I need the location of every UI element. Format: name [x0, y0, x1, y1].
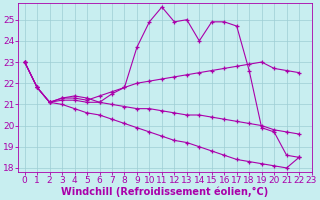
X-axis label: Windchill (Refroidissement éolien,°C): Windchill (Refroidissement éolien,°C)	[61, 187, 268, 197]
